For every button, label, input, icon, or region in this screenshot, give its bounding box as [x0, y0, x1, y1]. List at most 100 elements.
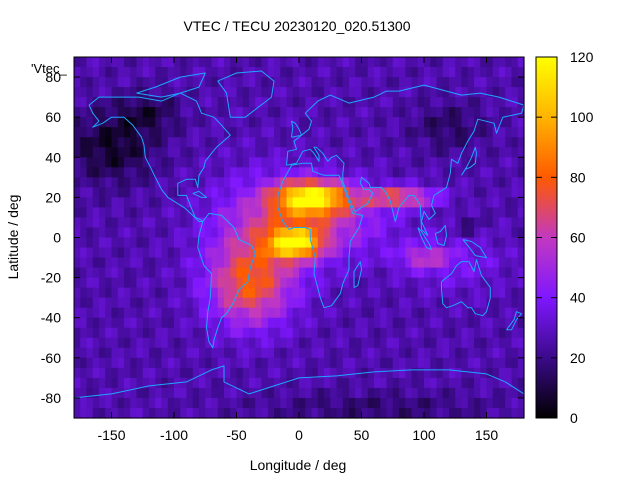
heatmap-cell — [411, 77, 419, 88]
x-axis-ticks: -150 -100 -50 0 50 100 150 — [97, 57, 498, 443]
heatmap-cell — [392, 357, 400, 369]
heatmap-cell — [211, 137, 219, 148]
heatmap-cell — [317, 377, 325, 389]
heatmap-cell — [280, 367, 288, 379]
heatmap-cell — [474, 107, 481, 118]
heatmap-cell — [292, 167, 300, 178]
heatmap-cell — [249, 227, 256, 239]
heatmap-cell — [417, 277, 425, 289]
heatmap-cell — [411, 157, 419, 168]
heatmap-cell — [174, 297, 181, 309]
heatmap-cell — [186, 367, 194, 379]
heatmap-cell — [130, 297, 138, 309]
heatmap-cell — [99, 77, 106, 88]
heatmap-cell — [174, 237, 181, 249]
heatmap-cell — [374, 97, 381, 108]
heatmap-cell — [255, 377, 263, 389]
heatmap-cell — [336, 127, 344, 138]
heatmap-cell — [305, 277, 313, 289]
heatmap-cell — [136, 247, 144, 259]
heatmap-cell — [317, 77, 325, 88]
heatmap-cell — [442, 377, 450, 389]
heatmap-cell — [392, 157, 400, 168]
heatmap-cell — [499, 267, 506, 279]
heatmap-cell — [211, 127, 219, 138]
heatmap-cell — [286, 167, 294, 178]
heatmap-cell — [224, 167, 231, 178]
heatmap-cell — [280, 347, 288, 359]
heatmap-cell — [230, 337, 238, 349]
heatmap-cell — [149, 217, 156, 229]
heatmap-cell — [180, 127, 188, 138]
heatmap-cell — [461, 147, 469, 158]
heatmap-cell — [161, 397, 169, 409]
heatmap-cell — [492, 177, 500, 188]
heatmap-cell — [224, 367, 231, 379]
heatmap-cell — [99, 277, 106, 289]
heatmap-cell — [180, 327, 188, 339]
heatmap-cell — [155, 387, 163, 399]
heatmap-cell — [86, 217, 94, 229]
heatmap-cell — [236, 397, 244, 409]
heatmap-cell — [292, 147, 300, 158]
heatmap-cell — [99, 57, 106, 68]
heatmap-cell — [517, 67, 525, 78]
heatmap-cell — [324, 187, 331, 198]
heatmap-cell — [511, 407, 519, 419]
heatmap-cell — [336, 87, 344, 98]
heatmap-cell — [330, 337, 338, 349]
heatmap-cell — [380, 177, 388, 188]
heatmap-cell — [130, 307, 138, 319]
heatmap-cell — [511, 127, 519, 138]
heatmap-cell — [242, 87, 250, 98]
heatmap-cell — [149, 137, 156, 148]
heatmap-cell — [261, 377, 269, 389]
heatmap-cell — [186, 177, 194, 188]
heatmap-cell — [430, 317, 438, 329]
heatmap-cell — [92, 267, 100, 279]
heatmap-cell — [430, 387, 438, 399]
heatmap-cell — [180, 257, 188, 269]
heatmap-cell — [186, 217, 194, 229]
heatmap-cell — [155, 357, 163, 369]
heatmap-cell — [286, 207, 294, 219]
heatmap-cell — [349, 57, 356, 68]
heatmap-cell — [236, 187, 244, 198]
heatmap-cell — [136, 337, 144, 349]
heatmap-cell — [205, 87, 213, 98]
heatmap-cell — [74, 337, 81, 349]
heatmap-cell — [486, 307, 494, 319]
heatmap-cell — [411, 237, 419, 249]
heatmap-cell — [511, 147, 519, 158]
heatmap-cell — [292, 67, 300, 78]
heatmap-cell — [92, 97, 100, 108]
heatmap-cell — [267, 267, 275, 279]
heatmap-cell — [124, 377, 131, 389]
heatmap-cell — [280, 237, 288, 249]
heatmap-cell — [286, 147, 294, 158]
heatmap-cell — [505, 207, 513, 219]
heatmap-cell — [305, 287, 313, 299]
heatmap-cell — [505, 217, 513, 229]
heatmap-cell — [155, 327, 163, 339]
heatmap-cell — [417, 377, 425, 389]
heatmap-cell — [149, 197, 156, 209]
heatmap-cell — [305, 217, 313, 229]
heatmap-cell — [274, 267, 281, 279]
heatmap-cell — [192, 147, 200, 158]
heatmap-cell — [486, 277, 494, 289]
heatmap-cell — [330, 217, 338, 229]
heatmap-cell — [242, 207, 250, 219]
heatmap-cell — [380, 197, 388, 209]
heatmap-cell — [511, 237, 519, 249]
heatmap-cell — [505, 157, 513, 168]
heatmap-cell — [480, 397, 488, 409]
heatmap-cell — [261, 137, 269, 148]
heatmap-cell — [111, 407, 119, 419]
heatmap-cell — [399, 317, 406, 329]
heatmap-cell — [211, 117, 219, 128]
heatmap-cell — [486, 87, 494, 98]
heatmap-cell — [461, 167, 469, 178]
heatmap-cell — [86, 67, 94, 78]
heatmap-cell — [492, 397, 500, 409]
